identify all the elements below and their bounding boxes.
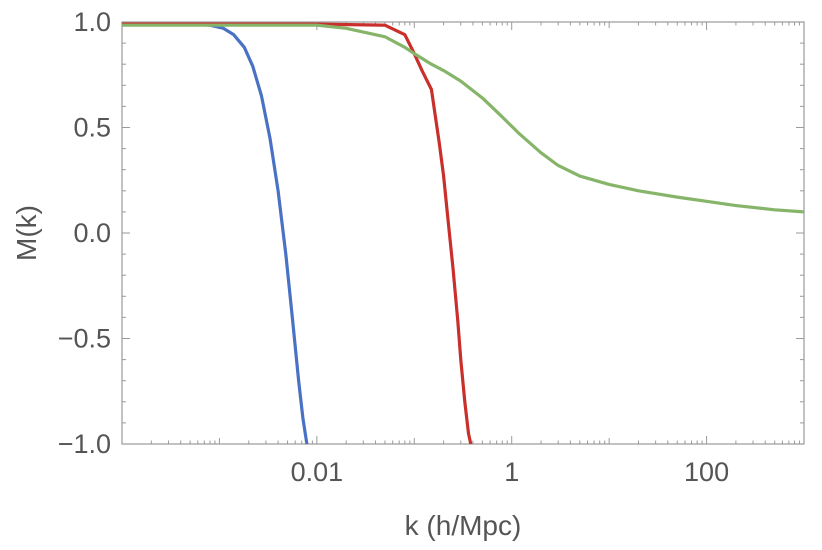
series-layer [122,22,804,444]
y-tick-label: −0.5 [58,324,111,354]
x-axis-title: k (h/Mpc) [405,510,522,541]
y-tick-label: −1.0 [58,429,111,459]
x-tick-label: 100 [684,457,729,487]
y-tick-label: 1.0 [73,7,111,37]
plot-area [121,21,805,445]
y-tick-labels: 1.0 0.5 0.0 −0.5 −1.0 [58,7,111,459]
series-line-3 [122,23,804,214]
series-line-2 [122,22,473,444]
y-tick-label: 0.5 [73,113,111,143]
x-tick-label: 0.01 [291,457,344,487]
y-axis-title: M(k) [11,205,42,261]
y-tick-label: 0.0 [73,218,111,248]
x-tick-label: 1 [504,457,519,487]
x-tick-labels: 0.01 1 100 [291,457,730,487]
series-line-1 [122,22,309,444]
